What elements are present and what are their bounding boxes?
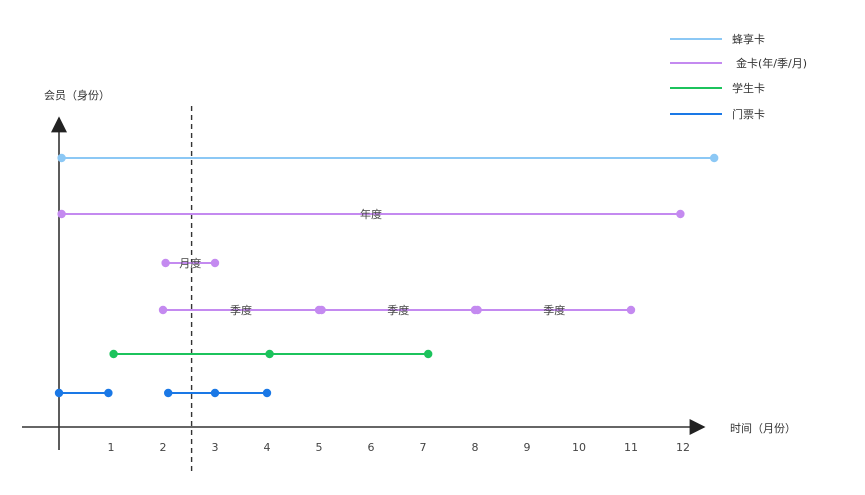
- x-axis-label: 时间（月份）: [730, 422, 796, 435]
- x-tick-11: 11: [624, 441, 638, 454]
- segment-point: [57, 209, 66, 219]
- segment-point: [473, 305, 482, 315]
- segment-point: [317, 305, 326, 315]
- x-tick-2: 2: [160, 441, 167, 454]
- x-tick-labels: 1 2 3 4 5 6 7 8 9 10 11 12: [108, 441, 691, 454]
- x-tick-3: 3: [212, 441, 219, 454]
- x-tick-12: 12: [676, 441, 690, 454]
- legend-label: 蜂享卡: [732, 32, 765, 46]
- segment-4: 季度: [317, 303, 480, 317]
- x-tick-1: 1: [108, 441, 115, 454]
- segment-point: [710, 153, 719, 163]
- x-tick-5: 5: [316, 441, 323, 454]
- segment-label: 季度: [230, 303, 252, 317]
- segment-point: [54, 388, 64, 398]
- legend-item-1: 金卡(年/季/月): [670, 56, 807, 70]
- segment-label: 季度: [387, 303, 409, 317]
- x-tick-9: 9: [524, 441, 531, 454]
- segment-point: [210, 258, 220, 268]
- y-axis-label: 会员（身份）: [44, 88, 110, 102]
- segment-point: [109, 349, 118, 359]
- segment-point: [164, 388, 173, 398]
- x-tick-10: 10: [572, 441, 586, 454]
- x-tick-6: 6: [368, 441, 375, 454]
- segment-point: [676, 209, 685, 219]
- segment-8: [164, 388, 272, 398]
- segment-2: 月度: [161, 256, 220, 270]
- legend-label: 金卡(年/季/月): [736, 56, 807, 70]
- segment-point: [265, 349, 274, 359]
- legend-label: 门票卡: [732, 107, 765, 121]
- legend-item-2: 学生卡: [670, 81, 765, 95]
- segment-point: [158, 305, 168, 315]
- segment-label: 季度: [543, 303, 565, 317]
- segment-0: [57, 153, 719, 163]
- segment-5: 季度: [473, 303, 636, 317]
- segment-point: [626, 305, 636, 315]
- segment-point: [424, 349, 433, 359]
- segment-3: 季度: [158, 303, 324, 317]
- segment-point: [104, 388, 113, 398]
- segment-point: [210, 388, 220, 398]
- legend-label: 学生卡: [732, 81, 765, 95]
- segment-6: [109, 349, 433, 359]
- segment-1: 年度: [57, 207, 685, 221]
- x-tick-4: 4: [264, 441, 271, 454]
- segment-point: [57, 153, 66, 163]
- segment-label: 年度: [360, 207, 382, 221]
- segment-point: [262, 388, 272, 398]
- segment-point: [161, 258, 170, 268]
- legend-item-3: 门票卡: [670, 107, 765, 121]
- segment-label: 月度: [179, 256, 201, 270]
- legend-item-0: 蜂享卡: [670, 32, 765, 46]
- x-tick-7: 7: [420, 441, 427, 454]
- x-tick-8: 8: [472, 441, 479, 454]
- segment-7: [54, 388, 113, 398]
